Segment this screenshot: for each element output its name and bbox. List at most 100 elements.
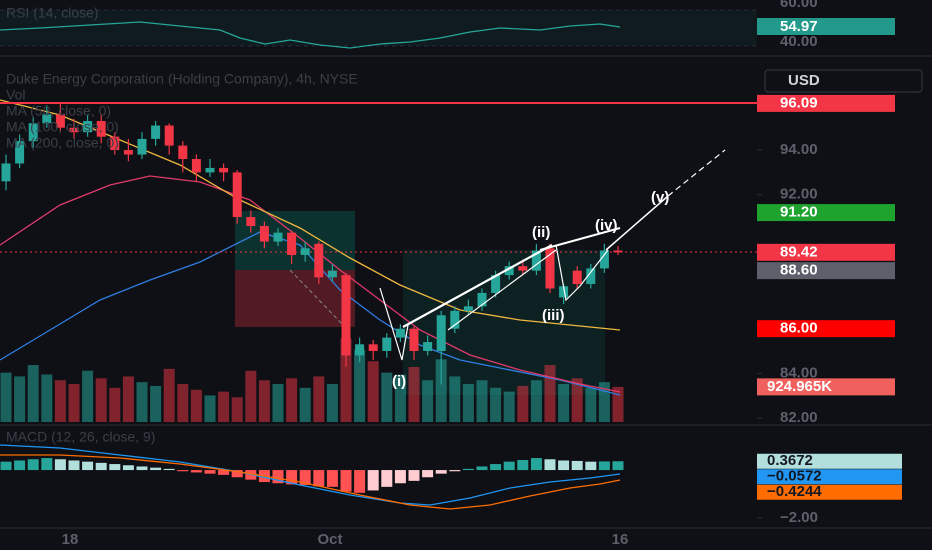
macd-tag bbox=[757, 469, 902, 485]
macd-histogram-bar bbox=[503, 461, 515, 471]
macd-tag-label: −0.0572 bbox=[767, 468, 822, 485]
candle-body bbox=[409, 328, 419, 352]
volume-bar bbox=[136, 382, 148, 422]
macd-histogram-bar bbox=[462, 468, 474, 471]
time-label: Oct bbox=[317, 531, 342, 548]
price-tag bbox=[757, 94, 895, 112]
price-tag-label: 88.60 bbox=[780, 262, 818, 279]
candle-body bbox=[15, 141, 25, 164]
volume-bar bbox=[313, 376, 325, 422]
volume-bar bbox=[204, 395, 216, 422]
candle-body bbox=[205, 167, 215, 173]
candle-body bbox=[327, 270, 337, 278]
candle-body bbox=[191, 158, 201, 173]
macd-histogram-bar bbox=[449, 470, 461, 472]
candle-body bbox=[137, 138, 147, 155]
price-tag bbox=[757, 243, 895, 261]
candle-body bbox=[246, 217, 256, 226]
volume-bar bbox=[286, 378, 298, 422]
candle-body bbox=[463, 306, 473, 311]
macd-histogram-bar bbox=[517, 459, 529, 471]
indicator-legend: MA (50, close, 0) bbox=[6, 103, 111, 119]
volume-tag bbox=[757, 378, 895, 396]
y-tick-label: 82.00 bbox=[780, 409, 818, 426]
currency-label[interactable]: USD bbox=[788, 72, 820, 89]
candle-body bbox=[572, 270, 582, 285]
macd-histogram-bar bbox=[585, 461, 597, 471]
candle-body bbox=[55, 114, 65, 128]
rsi-tick: 60.00 bbox=[780, 0, 818, 11]
volume-bar bbox=[503, 391, 515, 422]
candle-body bbox=[69, 127, 79, 133]
macd-legend: MACD (12, 26, close, 9) bbox=[6, 429, 155, 445]
candle-body bbox=[1, 163, 11, 182]
volume-bar bbox=[340, 338, 352, 422]
candle-body bbox=[259, 225, 269, 242]
volume-bar bbox=[571, 378, 583, 422]
volume-bar bbox=[245, 370, 257, 422]
volume-bar bbox=[299, 387, 311, 422]
rsi-tag bbox=[757, 18, 895, 35]
volume-bar bbox=[122, 376, 134, 422]
currency-button[interactable] bbox=[764, 69, 923, 93]
time-label: 18 bbox=[62, 531, 79, 548]
macd-histogram-bar bbox=[286, 470, 298, 485]
candle-body bbox=[518, 266, 528, 271]
price-tag-label: 96.09 bbox=[780, 94, 818, 111]
macd-histogram-bar bbox=[367, 470, 379, 491]
long-position-stop bbox=[235, 270, 355, 327]
candle-body bbox=[382, 337, 392, 352]
macd-histogram-bar bbox=[490, 464, 502, 471]
macd-histogram-bar bbox=[14, 460, 26, 471]
volume-bar bbox=[598, 382, 610, 422]
volume-bar bbox=[218, 391, 230, 422]
candle-body bbox=[219, 167, 229, 173]
price-tag bbox=[757, 262, 895, 280]
candle-body bbox=[504, 266, 514, 276]
volume-bar bbox=[41, 374, 53, 422]
volume-bar bbox=[27, 365, 39, 422]
volume-bar bbox=[490, 387, 502, 422]
candle-body bbox=[28, 123, 38, 142]
volume-bar bbox=[449, 376, 461, 422]
candle-body bbox=[559, 286, 569, 298]
rsi-line bbox=[0, 21, 621, 49]
macd-histogram-bar bbox=[27, 459, 39, 471]
wave-channel bbox=[539, 227, 621, 251]
macd-histogram-bar bbox=[326, 470, 338, 487]
volume-bar bbox=[95, 378, 107, 422]
candle-body bbox=[164, 125, 174, 146]
macd-histogram-bar bbox=[571, 460, 583, 471]
candles-layer bbox=[1, 103, 623, 385]
candle-body bbox=[436, 315, 446, 352]
wave-projection bbox=[667, 149, 726, 197]
wave-label: (v) bbox=[651, 189, 669, 206]
macd-histogram-bar bbox=[354, 470, 366, 493]
macd-histogram-bar bbox=[136, 466, 148, 471]
macd-histogram-bar bbox=[218, 470, 230, 475]
volume-bar bbox=[612, 386, 624, 422]
symbol-legend: Duke Energy Corporation (Holding Company… bbox=[6, 71, 358, 87]
volume-bar bbox=[0, 372, 12, 422]
candle-body bbox=[341, 275, 351, 356]
volume-bar bbox=[517, 385, 529, 422]
macd-histogram-bar bbox=[544, 459, 556, 471]
macd-histogram-bar bbox=[54, 459, 66, 471]
macd-tag-label: 0.3672 bbox=[767, 452, 813, 469]
y-tick-label: 84.00 bbox=[780, 364, 818, 381]
indicator-legend: MA (200, close, 0) bbox=[6, 135, 119, 151]
volume-bar bbox=[68, 384, 80, 422]
macd-histogram-bar bbox=[299, 470, 311, 485]
volume-bar bbox=[150, 385, 162, 422]
candle-body bbox=[287, 232, 297, 255]
volume-bar bbox=[163, 368, 175, 422]
candle-body bbox=[599, 250, 609, 269]
macd-histogram-bar bbox=[82, 461, 94, 471]
macd-histogram-bar bbox=[95, 462, 107, 471]
macd-histogram-bar bbox=[408, 470, 420, 481]
volume-bar bbox=[394, 374, 406, 422]
macd-histogram-bar bbox=[381, 470, 393, 487]
y-tick-label: 94.00 bbox=[780, 141, 818, 158]
rsi-legend: RSI (14, close) bbox=[6, 5, 99, 21]
position-line bbox=[289, 269, 346, 328]
